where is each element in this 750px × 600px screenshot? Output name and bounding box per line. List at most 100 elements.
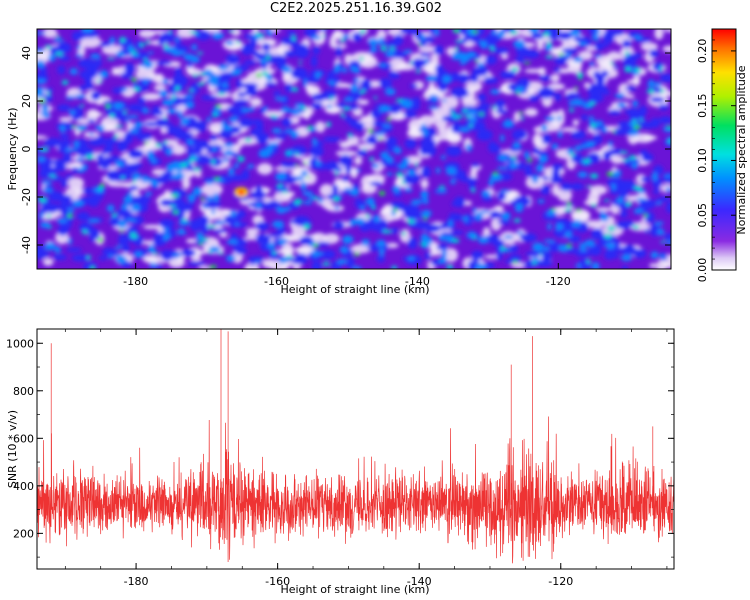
heatmap-cell	[512, 260, 519, 264]
heatmap-cell	[532, 242, 544, 252]
heatmap-cell	[189, 30, 198, 34]
heatmap-cell	[193, 33, 199, 37]
heatmap-cell	[281, 242, 294, 257]
heatmap-cell	[477, 93, 487, 102]
heatmap-cell	[172, 253, 182, 258]
heatmap-cell	[177, 210, 185, 221]
heatmap-cell	[371, 206, 376, 210]
heatmap-cell	[37, 155, 42, 163]
heatmap-cell	[102, 138, 117, 146]
heatmap-cell	[450, 178, 456, 185]
heatmap-cell	[177, 109, 183, 119]
heatmap-cell	[382, 123, 392, 128]
colorbar-tick-label: 0.05	[696, 203, 709, 228]
heatmap-cell	[407, 237, 418, 249]
heatmap-cell	[286, 30, 296, 36]
heatmap-cell	[132, 83, 137, 88]
heatmap-cell	[589, 173, 599, 179]
heatmap-cell	[547, 222, 552, 231]
heatmap-cell	[131, 215, 144, 225]
heatmap-cell	[295, 163, 300, 167]
heatmap-cell	[469, 73, 479, 83]
heatmap-cell	[612, 127, 629, 136]
heatmap-cell	[41, 104, 49, 112]
heatmap-cell	[367, 128, 374, 134]
heatmap-cell	[530, 257, 541, 263]
heatmap-cell	[159, 31, 175, 43]
heatmap-cell	[336, 167, 343, 173]
heatmap-cell	[283, 50, 298, 58]
heatmap-cell	[40, 111, 50, 116]
heatmap-cell	[448, 220, 453, 228]
heatmap-cell	[436, 244, 449, 251]
heatmap-cell	[353, 67, 361, 74]
heatmap-cell	[275, 172, 286, 182]
heatmap-cell	[300, 181, 307, 191]
heatmap-cell	[632, 74, 641, 86]
snr-series-line	[37, 329, 674, 564]
heatmap-cell	[516, 161, 525, 171]
heatmap-cell	[460, 177, 478, 183]
heatmap-cell	[323, 136, 341, 142]
heatmap-cell	[420, 190, 429, 199]
heatmap-cell	[575, 263, 581, 269]
heatmap-x-tick-label: -120	[546, 275, 571, 288]
heatmap-cell	[96, 153, 104, 163]
heatmap-cell	[513, 39, 526, 49]
heatmap-cell	[325, 161, 340, 171]
heatmap-cell	[354, 156, 363, 165]
heatmap-cell	[435, 64, 444, 76]
heatmap-cell	[191, 44, 198, 51]
heatmap-cell	[451, 238, 460, 243]
heatmap-cell	[252, 29, 260, 32]
heatmap-cell	[37, 48, 45, 53]
heatmap-cell	[124, 62, 135, 75]
heatmap-cell	[603, 233, 613, 239]
heatmap-cell	[369, 181, 383, 186]
heatmap-cell	[156, 73, 163, 79]
heatmap-cell	[89, 53, 101, 59]
heatmap-cell	[329, 96, 334, 101]
heatmap-cell	[467, 87, 480, 93]
heatmap-cell	[538, 75, 552, 81]
snr-y-tick-label: 600	[13, 432, 34, 445]
heatmap-cell	[500, 211, 511, 221]
heatmap-cell	[104, 143, 114, 153]
heatmap-cell	[256, 163, 273, 175]
heatmap-cell	[303, 200, 313, 205]
heatmap-cell	[222, 38, 244, 51]
heatmap-cell	[666, 126, 671, 129]
heatmap-cell	[132, 178, 137, 184]
heatmap-cell	[67, 177, 85, 190]
heatmap-cell	[632, 164, 638, 170]
heatmap-cell	[471, 188, 476, 193]
heatmap-cell	[209, 134, 218, 142]
heatmap-cell	[513, 218, 521, 223]
heatmap-cell	[509, 190, 517, 201]
heatmap-cell	[624, 50, 629, 57]
heatmap-cell	[340, 111, 345, 118]
heatmap-cell	[498, 154, 508, 161]
heatmap-cell	[55, 218, 68, 223]
heatmap-cell	[186, 61, 194, 68]
heatmap-cell	[208, 156, 223, 167]
heatmap-cell	[79, 84, 95, 90]
heatmap-cell	[602, 126, 608, 134]
heatmap-x-tick-label: -140	[405, 275, 430, 288]
heatmap-cell	[125, 119, 131, 123]
heatmap-cell	[37, 251, 51, 258]
heatmap-cell	[207, 224, 216, 229]
heatmap-cell	[106, 169, 122, 182]
heatmap-cell	[387, 104, 402, 115]
heatmap-cell	[651, 172, 658, 182]
heatmap-cell	[271, 128, 282, 134]
heatmap-cell	[435, 167, 441, 174]
heatmap-cell	[217, 64, 229, 71]
heatmap-cell	[393, 202, 405, 210]
heatmap-cell	[644, 211, 655, 223]
heatmap-cell	[536, 39, 544, 51]
heatmap-cell	[322, 34, 327, 38]
heatmap-cell	[451, 56, 463, 61]
heatmap-cell	[621, 158, 630, 162]
heatmap-cell	[81, 229, 88, 235]
